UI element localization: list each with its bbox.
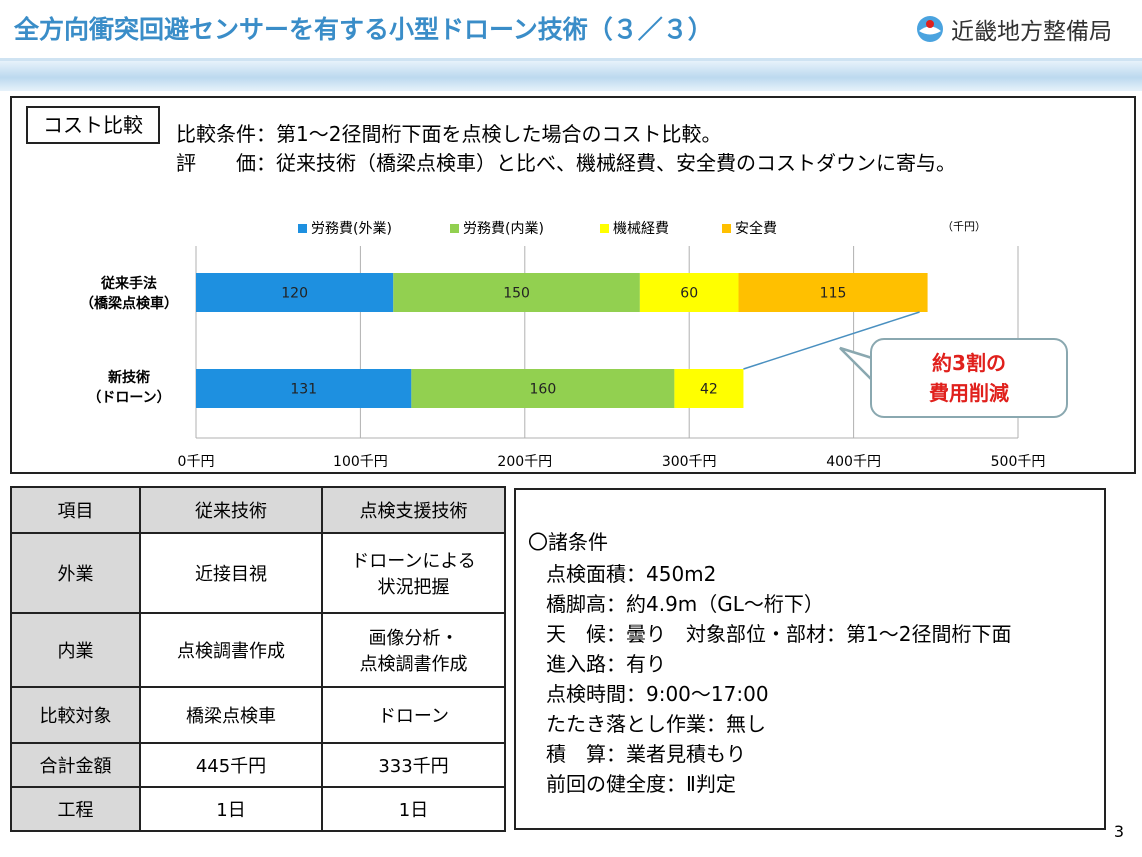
legend-label: 労務費(外業) <box>311 221 392 237</box>
bar-segment <box>674 369 744 408</box>
table-header: 点検支援技術 <box>321 486 506 534</box>
condition-item: 点検面積：450m2 <box>546 562 717 586</box>
comparison-condition: 比較条件：第1〜2径間桁下面を点検した場合のコスト比較。 <box>176 122 722 146</box>
category-label: 従来手法 （橋梁点検車） <box>80 276 178 312</box>
organization-logo-icon <box>917 16 943 42</box>
table-row: 合計金額 445千円 333千円 <box>10 742 506 788</box>
legend-item: 労務費(外業) <box>298 218 392 238</box>
table-cell: 橋梁点検車 <box>139 686 323 744</box>
table-cell: 画像分析・ 点検調書作成 <box>321 612 506 688</box>
table-header: 項目 <box>10 486 141 534</box>
bar-segment <box>196 369 412 408</box>
legend-item: 機械経費 <box>600 218 669 238</box>
bar-segment <box>411 369 675 408</box>
reduction-connector <box>743 311 920 370</box>
page-title: 全方向衝突回避センサーを有する小型ドローン技術（３／３） <box>14 15 713 44</box>
cost-reduction-callout: 約3割の 費用削減 <box>870 338 1068 418</box>
legend-label: 安全費 <box>735 221 777 237</box>
cost-comparison-label: コスト比較 <box>26 106 160 144</box>
header-band <box>0 58 1142 91</box>
table-cell: 合計金額 <box>10 742 141 788</box>
page-number: 3 <box>1113 822 1124 841</box>
table-row: 工程 1日 1日 <box>10 786 506 832</box>
table-cell: 1日 <box>139 786 323 832</box>
bar-value-label: 150 <box>503 286 530 302</box>
x-tick-label: 300千円 <box>662 454 717 470</box>
table-cell: 比較対象 <box>10 686 141 744</box>
callout-pointer <box>839 346 874 384</box>
condition-item: 天 候：曇り 対象部位・部材：第1〜2径間桁下面 <box>546 622 1012 646</box>
bar-segment <box>639 273 739 312</box>
conditions-box: 〇諸条件 点検面積：450m2 橋脚高：約4.9m（GL〜桁下） 天 候：曇り … <box>514 488 1106 830</box>
table-cell: ドローン <box>321 686 506 744</box>
cost-bar-chart: 0千円 100千円 200千円 300千円 400千円 500千円 120 150 60 115 1… <box>178 246 1046 470</box>
x-tick-label: 100千円 <box>333 454 388 470</box>
table-cell: 工程 <box>10 786 141 832</box>
organization: 近畿地方整備局 <box>915 12 1112 46</box>
bar-segment <box>738 273 928 312</box>
bar-value-label: 160 <box>530 382 557 398</box>
condition-item: 橋脚高：約4.9m（GL〜桁下） <box>546 592 824 616</box>
legend-swatch <box>450 223 459 233</box>
table-cell: 外業 <box>10 532 141 614</box>
table-cell: ドローンによる 状況把握 <box>321 532 506 614</box>
category-label: 新技術 （ドローン） <box>87 370 171 406</box>
legend-label: 労務費(内業) <box>463 221 544 237</box>
bar-value-label: 120 <box>281 286 308 302</box>
table-row: 内業 点検調書作成 画像分析・ 点検調書作成 <box>10 612 506 688</box>
bar-value-label: 42 <box>700 382 718 398</box>
table-row: 外業 近接目視 ドローンによる 状況把握 <box>10 532 506 614</box>
table-cell: 点検調書作成 <box>139 612 323 688</box>
table-header-row: 項目 従来技術 点検支援技術 <box>10 486 506 534</box>
table-cell: 近接目視 <box>139 532 323 614</box>
x-tick-label: 0千円 <box>178 454 215 470</box>
x-tick-label: 200千円 <box>497 454 552 470</box>
bar-segment <box>393 273 640 312</box>
organization-name: 近畿地方整備局 <box>951 19 1112 45</box>
table-header: 従来技術 <box>139 486 323 534</box>
bar-value-label: 115 <box>820 286 847 302</box>
legend-item: 労務費(内業) <box>450 218 544 238</box>
chart-unit: （千円） <box>942 220 986 233</box>
bar-value-label: 60 <box>680 286 698 302</box>
table-cell: 1日 <box>321 786 506 832</box>
bar-value-label: 131 <box>290 382 317 398</box>
x-tick-label: 400千円 <box>826 454 881 470</box>
condition-item: 点検時間：9:00〜17:00 <box>546 682 769 706</box>
conditions-heading: 〇諸条件 <box>528 530 608 554</box>
legend-swatch <box>298 223 307 233</box>
comparison-table: 項目 従来技術 点検支援技術 外業 近接目視 ドローンによる 状況把握 内業 点検… <box>10 486 506 832</box>
evaluation: 評 価：従来技術（橋梁点検車）と比べ、機械経費、安全費のコストダウンに寄与。 <box>176 151 956 175</box>
table-cell: 445千円 <box>139 742 323 788</box>
legend-swatch <box>600 223 609 233</box>
table-cell: 内業 <box>10 612 141 688</box>
legend-label: 機械経費 <box>613 221 669 237</box>
legend-item: 安全費 <box>722 218 777 238</box>
table-cell: 333千円 <box>321 742 506 788</box>
condition-item: 前回の健全度：Ⅱ判定 <box>546 772 736 796</box>
condition-item: たたき落とし作業：無し <box>546 712 766 736</box>
condition-item: 進入路：有り <box>546 652 666 676</box>
condition-item: 積 算：業者見積もり <box>546 742 746 766</box>
bar-segment <box>196 273 394 312</box>
table-row: 比較対象 橋梁点検車 ドローン <box>10 686 506 744</box>
legend-swatch <box>722 223 731 233</box>
x-tick-label: 500千円 <box>991 454 1046 470</box>
